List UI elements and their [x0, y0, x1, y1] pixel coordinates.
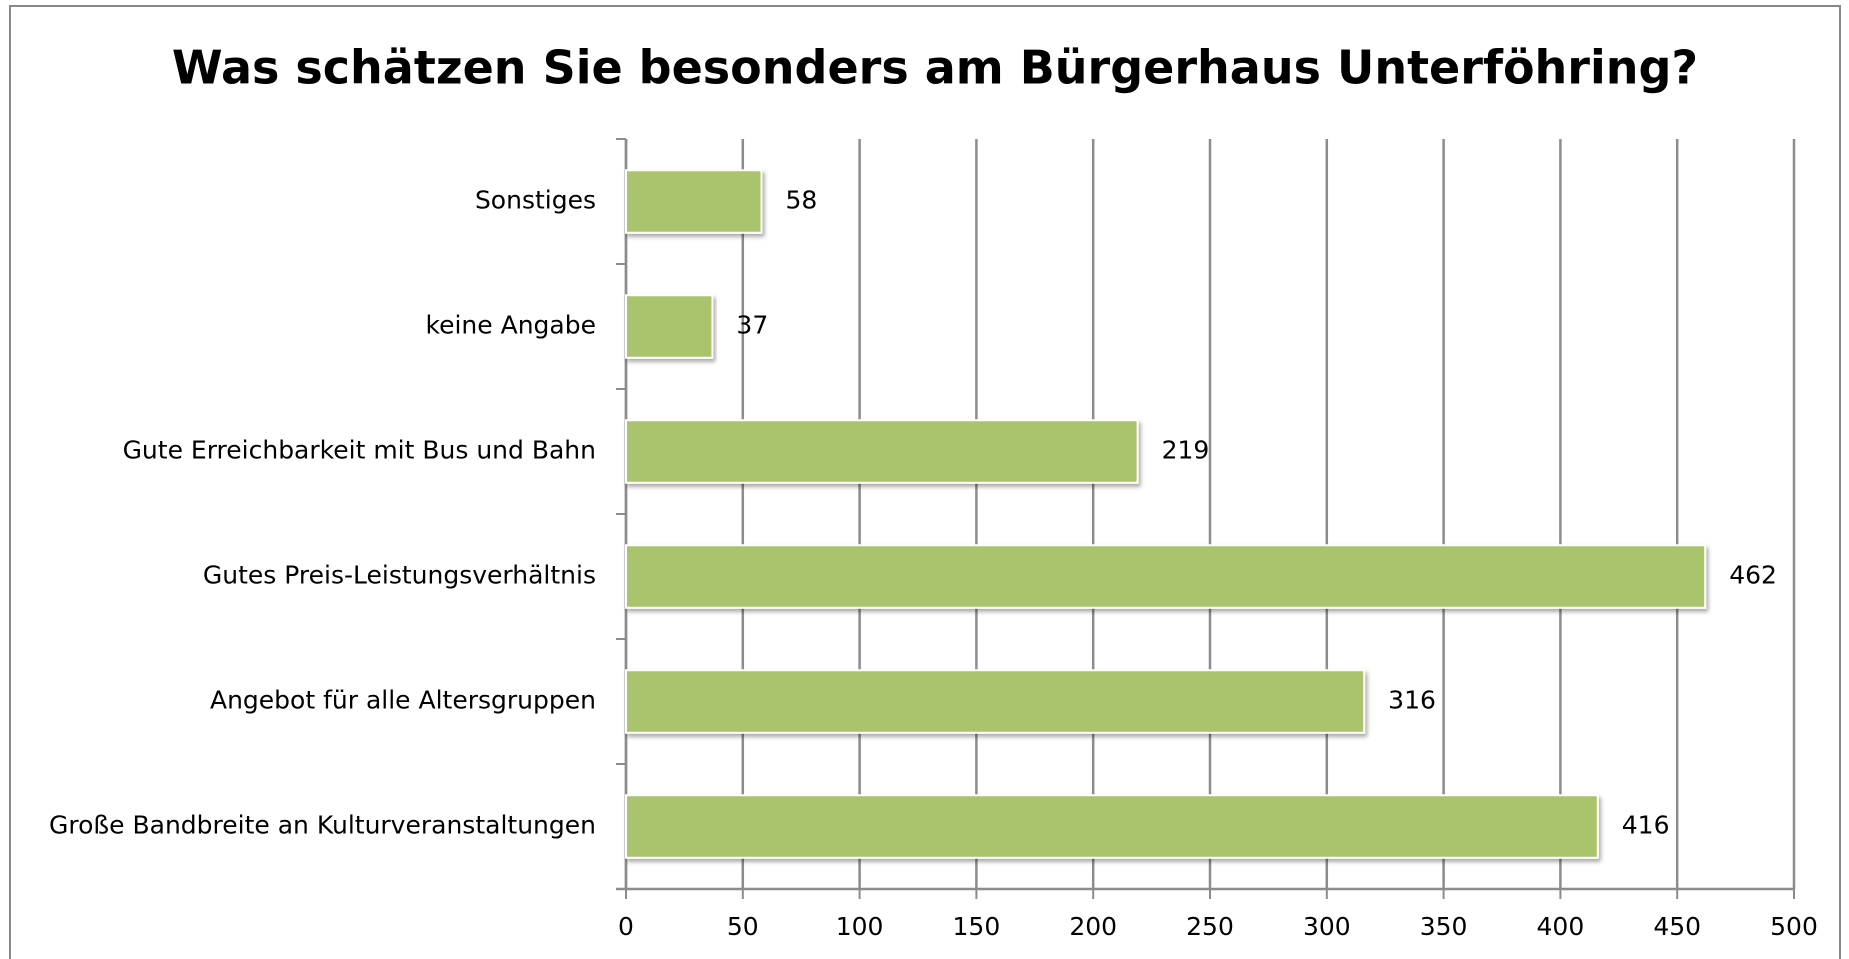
bar [625, 544, 1707, 609]
y-tick-label: Gutes Preis-Leistungsverhältnis [203, 561, 596, 590]
y-tick-label: keine Angabe [426, 311, 596, 340]
x-tick-label: 500 [1770, 912, 1818, 941]
value-label: 416 [1622, 811, 1670, 840]
x-tick-label: 150 [953, 912, 1001, 941]
value-label: 58 [785, 186, 817, 215]
x-tick-label: 50 [727, 912, 759, 941]
bar [625, 419, 1139, 484]
x-tick-label: 350 [1420, 912, 1468, 941]
frame [9, 5, 1841, 959]
value-label: 219 [1162, 436, 1210, 465]
bar [625, 294, 714, 359]
x-tick-label: 0 [618, 912, 634, 941]
chart-title: Was schätzen Sie besonders am Bürgerhaus… [172, 41, 1698, 95]
x-tick-label: 450 [1653, 912, 1701, 941]
y-tick-label: Angebot für alle Altersgruppen [210, 686, 596, 715]
y-tick-label: Gute Erreichbarkeit mit Bus und Bahn [123, 436, 596, 465]
value-label: 462 [1729, 561, 1777, 590]
y-tick-label: Sonstiges [475, 186, 596, 215]
y-tick-label: Große Bandbreite an Kulturveranstaltunge… [49, 811, 596, 840]
bar [625, 794, 1599, 859]
x-tick-label: 300 [1303, 912, 1351, 941]
x-tick-label: 400 [1537, 912, 1585, 941]
value-label: 37 [736, 311, 768, 340]
bar [625, 669, 1366, 734]
x-tick-label: 200 [1069, 912, 1117, 941]
value-label: 316 [1388, 686, 1436, 715]
x-tick-label: 100 [836, 912, 884, 941]
x-tick-label: 250 [1186, 912, 1234, 941]
bar [625, 169, 763, 234]
